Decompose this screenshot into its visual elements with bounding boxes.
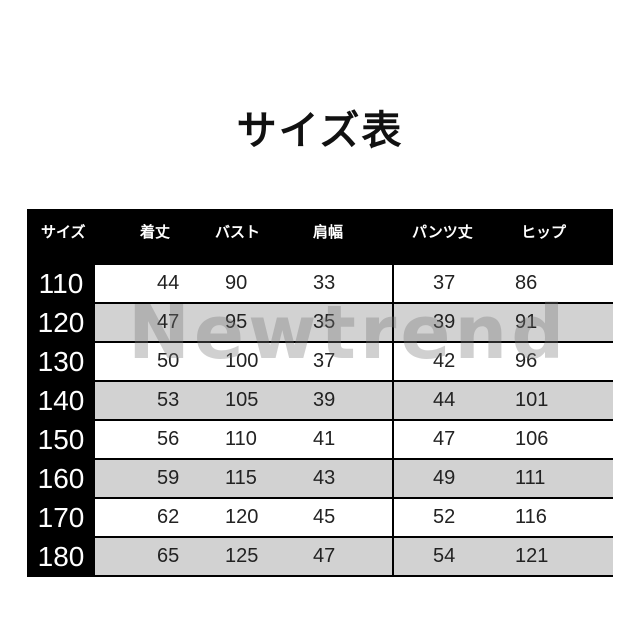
table-cell: 91: [515, 311, 538, 333]
table-cell: 110: [225, 428, 257, 450]
table-cell: 96: [515, 350, 538, 372]
table-cell: 101: [515, 389, 549, 411]
table-row: 65 125 47 54 121: [95, 538, 613, 575]
table-cell: 59: [157, 467, 180, 489]
size-label: 110: [38, 268, 84, 299]
table-cell: 35: [313, 311, 336, 333]
table-cell: 49: [433, 467, 456, 489]
table-cell: 65: [157, 545, 180, 567]
table-cell: 105: [225, 389, 259, 411]
header-bust: バスト: [215, 223, 261, 241]
table-cell: 121: [515, 545, 549, 567]
table-cell: 90: [225, 272, 248, 294]
table-row: 50 100 37 42 96: [95, 343, 613, 380]
table-cell: 52: [433, 506, 456, 528]
table-cell: 95: [225, 311, 248, 333]
table-cell: 111: [515, 467, 546, 489]
table-cell: 116: [515, 506, 547, 528]
column-divider: [392, 265, 394, 577]
table-cell: 50: [157, 350, 180, 372]
table-cell: 115: [225, 467, 257, 489]
table-cell: 39: [313, 389, 336, 411]
table-cell: 33: [313, 272, 336, 294]
table-cell: 42: [433, 350, 456, 372]
table-row: 53 105 39 44 101: [95, 382, 613, 419]
table-cell: 41: [313, 428, 336, 450]
table-cell: 62: [157, 506, 180, 528]
size-label: 180: [37, 541, 85, 572]
size-label: 170: [37, 502, 85, 533]
table-cell: 37: [313, 350, 336, 372]
table-cell: 47: [313, 545, 336, 567]
header-hip: ヒップ: [521, 223, 567, 241]
table-cell: 47: [433, 428, 456, 450]
table-cell: 44: [433, 389, 456, 411]
header-length: 着丈: [140, 223, 171, 241]
header-shoulder: 肩幅: [313, 223, 344, 241]
table-cell: 125: [225, 545, 259, 567]
table-row: 44 90 33 37 86: [95, 265, 613, 302]
header-size: サイズ: [41, 223, 86, 241]
table-cell: 53: [157, 389, 180, 411]
header-pants-length: パンツ丈: [412, 223, 473, 241]
table-cell: 120: [225, 506, 259, 528]
table-cell: 37: [433, 272, 456, 294]
table-cell: 86: [515, 272, 538, 294]
size-table: サイズ 着丈 バスト 肩幅 パンツ丈 ヒップ 110 44 90 33 37 86 120 4…: [27, 209, 613, 577]
table-cell: 106: [515, 428, 549, 450]
size-label: 140: [37, 385, 85, 416]
table-cell: 45: [313, 506, 336, 528]
table-cell: 44: [157, 272, 180, 294]
table-row: 59 115 43 49 111: [95, 460, 613, 497]
table-cell: 39: [433, 311, 456, 333]
table-row: 47 95 35 39 91: [95, 304, 613, 341]
table-cell: 43: [313, 467, 336, 489]
page-title: サイズ表: [236, 108, 404, 154]
table-cell: 47: [157, 311, 180, 333]
table-cell: 56: [157, 428, 180, 450]
table-row: 56 110 41 47 106: [95, 421, 613, 458]
table-row: 62 120 45 52 116: [95, 499, 613, 536]
size-label: 120: [37, 307, 85, 338]
table-cell: 54: [433, 545, 456, 567]
table-cell: 100: [225, 350, 259, 372]
size-label: 160: [37, 463, 85, 494]
size-label: 130: [37, 346, 85, 377]
size-label: 150: [37, 424, 85, 455]
